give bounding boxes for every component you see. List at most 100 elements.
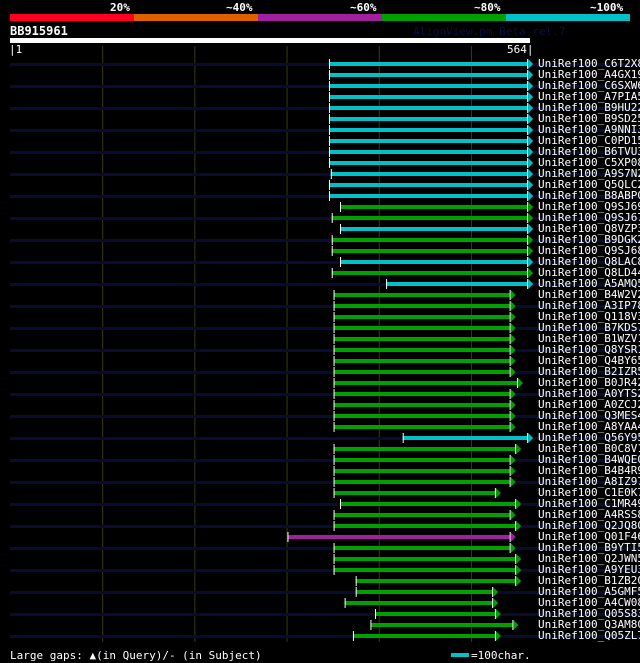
hit-label[interactable]: UniRef100_B9DGK2 <box>538 233 640 246</box>
hit-label[interactable]: UniRef100_B4B4R9 <box>538 464 640 477</box>
hit-label[interactable]: UniRef100_C1E0K7 <box>538 486 640 499</box>
hit-label[interactable]: UniRef100_B9YTI5 <box>538 541 640 554</box>
hit-label[interactable]: UniRef100_Q3MES4 <box>538 409 640 422</box>
hit-bar <box>331 238 528 242</box>
hit-label[interactable]: UniRef100_B1WZV1 <box>538 332 640 345</box>
row-background <box>10 569 640 572</box>
hit-label[interactable]: UniRef100_Q9SJ69 <box>538 200 640 213</box>
hit-bar <box>328 150 528 154</box>
hit-label[interactable]: UniRef100_A7PIA5 <box>538 90 640 103</box>
hit-arrow-icon <box>510 301 516 311</box>
hit-label[interactable]: UniRef100_Q118V3 <box>538 310 640 323</box>
hit-label[interactable]: UniRef100_B8ABP0 <box>538 189 640 202</box>
identity-band <box>382 14 506 21</box>
row-background <box>10 591 640 594</box>
row-background <box>10 305 640 308</box>
hit-label[interactable]: UniRef100_B9SD25 <box>538 112 640 125</box>
large-gaps-legend: Large gaps: ▲(in Query)/- (in Subject) <box>10 649 262 662</box>
hit-bar <box>333 359 510 363</box>
hit-label[interactable]: UniRef100_B2IZR5 <box>538 365 640 378</box>
hit-label[interactable]: UniRef100_Q8LAC8 <box>538 255 640 268</box>
hit-label[interactable]: UniRef100_C5XP08 <box>538 156 640 169</box>
hit-label[interactable]: UniRef100_Q4BY65 <box>538 354 640 367</box>
hit-arrow-icon <box>528 103 534 113</box>
hit-bar <box>328 95 528 99</box>
hit-label[interactable]: UniRef100_B4WQE0 <box>538 453 640 466</box>
row-background <box>10 371 640 374</box>
hit-label[interactable]: UniRef100_A9S7N2 <box>538 167 640 180</box>
hit-label[interactable]: UniRef100_Q05ZL7 <box>538 629 640 642</box>
hit-label[interactable]: UniRef100_A9YEU3 <box>538 563 640 576</box>
hit-bar <box>328 84 528 88</box>
hit-label[interactable]: UniRef100_C6SXW6 <box>538 79 640 92</box>
hit-bar <box>333 315 510 319</box>
hit-label[interactable]: UniRef100_B0JR42 <box>538 376 640 389</box>
hit-label[interactable]: UniRef100_Q8LD44 <box>538 266 640 279</box>
hit-label[interactable]: UniRef100_A9NNI3 <box>538 123 640 136</box>
hit-arrow-icon <box>528 158 534 168</box>
hit-label[interactable]: UniRef100_Q05S83 <box>538 607 640 620</box>
hit-arrow-icon <box>528 257 534 267</box>
hit-label[interactable]: UniRef100_Q8VZP3 <box>538 222 640 235</box>
hit-label[interactable]: UniRef100_Q9SJ68 <box>538 244 640 257</box>
hit-bar <box>328 128 528 132</box>
hit-label[interactable]: UniRef100_A5GMF5 <box>538 585 640 598</box>
hit-bar <box>333 348 510 352</box>
hit-label[interactable]: UniRef100_A0ZCJ2 <box>538 398 640 411</box>
hit-label[interactable]: UniRef100_Q56Y95 <box>538 431 640 444</box>
hit-arrow-icon <box>516 576 522 586</box>
hit-arrow-icon <box>510 312 516 322</box>
hit-label[interactable]: UniRef100_B9HU22 <box>538 101 640 114</box>
query-end-label: 564| <box>507 43 534 56</box>
hit-bar <box>287 535 510 539</box>
hit-arrow-icon <box>510 411 516 421</box>
row-background <box>10 173 640 176</box>
hit-label[interactable]: UniRef100_Q8YSR1 <box>538 343 640 356</box>
hit-label[interactable]: UniRef100_Q3AM80 <box>538 618 640 631</box>
hit-label[interactable]: UniRef100_B6TVU3 <box>538 145 640 158</box>
row-background <box>10 151 640 154</box>
hit-label[interactable]: UniRef100_A3IP78 <box>538 299 640 312</box>
hit-bar <box>402 436 528 440</box>
hit-label[interactable]: UniRef100_B4W2V2 <box>538 288 640 301</box>
hit-label[interactable]: UniRef100_A4RSS8 <box>538 508 640 521</box>
hit-arrow-icon <box>528 92 534 102</box>
hit-label[interactable]: UniRef100_C6T2X8 <box>538 57 640 70</box>
hit-arrow-icon <box>528 81 534 91</box>
hit-arrow-icon <box>528 191 534 201</box>
hit-label[interactable]: UniRef100_A4GX19 <box>538 68 640 81</box>
hit-arrow-icon <box>528 169 534 179</box>
hit-bar <box>328 139 528 143</box>
hit-bar <box>333 337 510 341</box>
hit-label[interactable]: UniRef100_Q9SJ67 <box>538 211 640 224</box>
hit-arrow-icon <box>510 367 516 377</box>
hit-bar <box>333 414 510 418</box>
scale-bar <box>451 653 469 657</box>
hit-arrow-icon <box>495 631 501 641</box>
hit-label[interactable]: UniRef100_B0C8V1 <box>538 442 640 455</box>
row-background <box>10 437 640 440</box>
row-background <box>10 613 640 616</box>
hit-label[interactable]: UniRef100_Q2JQ80 <box>538 519 640 532</box>
hit-label[interactable]: UniRef100_C0PD15 <box>538 134 640 147</box>
hit-label[interactable]: UniRef100_Q5QLC2 <box>538 178 640 191</box>
hit-arrow-icon <box>510 400 516 410</box>
row-background <box>10 481 640 484</box>
hit-label[interactable]: UniRef100_C1MR49 <box>538 497 640 510</box>
hit-bar <box>340 260 528 264</box>
hit-label[interactable]: UniRef100_A0YTS2 <box>538 387 640 400</box>
hit-label[interactable]: UniRef100_Q2JWN5 <box>538 552 640 565</box>
hit-bar <box>331 249 528 253</box>
hit-bar <box>328 73 528 77</box>
hit-label[interactable]: UniRef100_B1ZB20 <box>538 574 640 587</box>
hit-label[interactable]: UniRef100_A4CW08 <box>538 596 640 609</box>
hit-label[interactable]: UniRef100_A8YAA4 <box>538 420 640 433</box>
identity-label: ~80% <box>474 1 501 14</box>
row-background <box>10 239 640 242</box>
hit-label[interactable]: UniRef100_Q01F46 <box>538 530 640 543</box>
hit-label[interactable]: UniRef100_A5AMQ5 <box>538 277 640 290</box>
hit-label[interactable]: UniRef100_B7KDS7 <box>538 321 640 334</box>
hit-label[interactable]: UniRef100_A8IZ97 <box>538 475 640 488</box>
hit-arrow-icon <box>528 235 534 245</box>
